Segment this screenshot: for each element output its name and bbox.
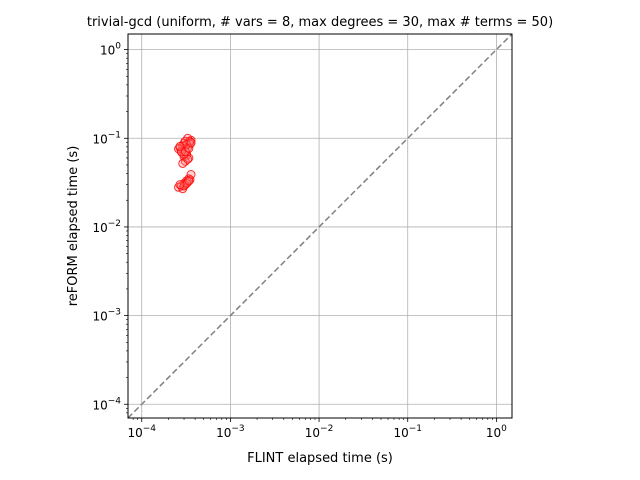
reference-line-y-equals-x (127, 33, 513, 419)
x-tick-label: 10−4 (127, 424, 156, 440)
data-point (175, 141, 185, 151)
x-tick-label: 10−1 (393, 424, 422, 440)
y-tick-label: 10−2 (92, 219, 121, 235)
x-tick-label: 100 (486, 424, 507, 440)
x-tick-label: 10−2 (305, 424, 334, 440)
x-axis-ticks: 10−4 10−3 10−2 10−1 100 (127, 418, 507, 440)
plot-area-frame (127, 33, 513, 419)
x-axis-label: FLINT elapsed time (s) (247, 451, 393, 466)
data-point (175, 180, 185, 190)
y-axis-ticks: 10−4 10−3 10−2 10−1 100 (92, 42, 128, 414)
y-tick-label: 100 (100, 42, 121, 58)
scatter-points (174, 133, 196, 194)
y-axis-label: reFORM elapsed time (s) (66, 146, 81, 307)
y-tick-label: 10−1 (92, 130, 121, 146)
y-tick-label: 10−3 (92, 308, 121, 324)
data-point (184, 176, 194, 186)
chart-title: trivial-gcd (uniform, # vars = 8, max de… (87, 15, 553, 30)
x-tick-label: 10−3 (216, 424, 245, 440)
data-point (186, 138, 196, 148)
y-tick-label: 10−4 (92, 396, 121, 412)
reference-line-group (127, 33, 513, 419)
